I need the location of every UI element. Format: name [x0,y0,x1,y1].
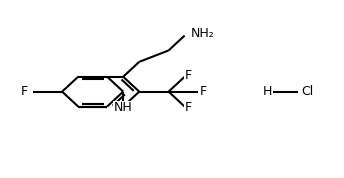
Text: NH₂: NH₂ [191,27,214,40]
Text: F: F [185,69,192,82]
Text: H: H [263,85,272,98]
Text: F: F [21,85,28,98]
Text: Cl: Cl [301,85,313,98]
Text: F: F [200,85,207,98]
Text: NH: NH [114,101,132,114]
Text: F: F [185,101,192,114]
